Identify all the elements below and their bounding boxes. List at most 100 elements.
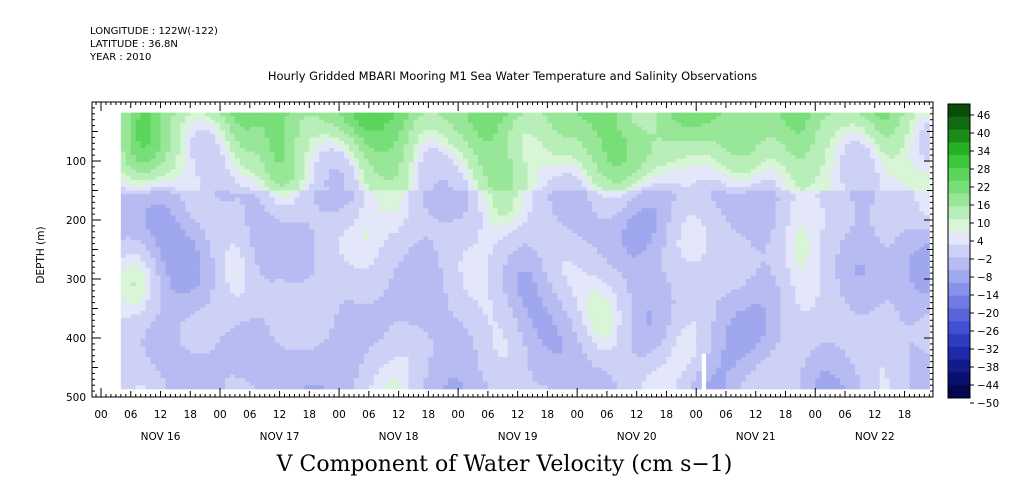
heatmap-cell	[334, 307, 340, 312]
heatmap-cell	[125, 296, 132, 301]
heatmap-cell	[205, 286, 211, 291]
heatmap-cell	[294, 247, 300, 252]
heatmap-cell	[299, 151, 305, 156]
heatmap-cell	[210, 296, 216, 301]
heatmap-cell	[195, 321, 201, 326]
heatmap-cell	[408, 155, 415, 160]
heatmap-cell	[289, 222, 296, 227]
heatmap-cell	[274, 151, 281, 156]
heatmap-cell	[239, 247, 246, 252]
heatmap-cell	[145, 317, 152, 323]
heatmap-cell	[304, 144, 310, 149]
heatmap-cell	[264, 169, 271, 174]
heatmap-cell	[190, 353, 196, 358]
heatmap-cell	[279, 240, 286, 245]
heatmap-cell	[234, 310, 241, 315]
heatmap-cell	[284, 293, 291, 298]
heatmap-cell	[383, 254, 390, 259]
heatmap-cell	[433, 112, 439, 117]
heatmap-cell	[319, 385, 325, 390]
heatmap-cell	[264, 126, 271, 131]
heatmap-cell	[210, 144, 216, 149]
heatmap-cell	[383, 158, 390, 163]
heatmap-cell	[383, 116, 390, 121]
heatmap-cell	[363, 257, 370, 262]
heatmap-cell	[185, 314, 191, 319]
heatmap-cell	[314, 225, 320, 231]
heatmap-cell	[185, 321, 191, 326]
heatmap-cell	[344, 204, 350, 209]
heatmap-cell	[324, 289, 330, 294]
heatmap-cell	[289, 261, 296, 266]
heatmap-cell	[344, 247, 350, 252]
heatmap-cell	[299, 264, 305, 269]
heatmap-cell	[393, 271, 400, 277]
heatmap-cell	[344, 186, 350, 192]
heatmap-cell	[334, 140, 340, 146]
heatmap-cell	[358, 215, 365, 220]
heatmap-cell	[413, 240, 420, 245]
heatmap-cell	[170, 236, 176, 241]
heatmap-cell	[388, 204, 395, 209]
heatmap-cell	[190, 247, 196, 252]
heatmap-cell	[220, 211, 226, 216]
heatmap-cell	[428, 133, 434, 138]
heatmap-cell	[135, 197, 142, 202]
heatmap-cell	[378, 300, 385, 305]
heatmap-cell	[433, 151, 439, 156]
heatmap-cell	[200, 151, 206, 156]
heatmap-cell	[249, 300, 256, 305]
heatmap-cell	[135, 116, 142, 121]
heatmap-cell	[428, 144, 434, 149]
heatmap-cell	[234, 385, 241, 390]
heatmap-cell	[220, 151, 226, 156]
heatmap-cell	[264, 328, 271, 333]
heatmap-cell	[363, 367, 370, 372]
heatmap-cell	[175, 222, 181, 227]
heatmap-cell	[334, 218, 340, 223]
heatmap-cell	[373, 371, 380, 376]
heatmap-cell	[413, 116, 420, 121]
heatmap-cell	[190, 197, 196, 202]
heatmap-cell	[334, 363, 340, 369]
heatmap-cell	[215, 208, 221, 213]
heatmap-cell	[259, 356, 266, 362]
heatmap-cell	[145, 381, 152, 386]
heatmap-cell	[319, 303, 325, 308]
heatmap-cell	[130, 201, 137, 206]
heatmap-cell	[299, 186, 305, 192]
heatmap-cell	[140, 275, 147, 280]
heatmap-cell	[140, 158, 147, 163]
heatmap-cell	[229, 140, 236, 146]
heatmap-cell	[190, 130, 196, 135]
heatmap-cell	[195, 162, 201, 167]
heatmap-cell	[234, 282, 241, 287]
heatmap-cell	[349, 300, 355, 305]
heatmap-cell	[314, 222, 320, 227]
heatmap-cell	[368, 119, 375, 124]
heatmap-cell	[408, 257, 415, 262]
heatmap-cell	[274, 360, 281, 365]
heatmap-cell	[264, 179, 271, 185]
heatmap-cell	[353, 218, 360, 223]
heatmap-cell	[150, 243, 157, 248]
heatmap-cell	[130, 140, 137, 146]
heatmap-cell	[344, 176, 350, 181]
heatmap-cell	[373, 293, 380, 298]
heatmap-cell	[388, 197, 395, 202]
heatmap-cell	[220, 307, 226, 312]
heatmap-cell	[403, 133, 410, 138]
heatmap-cell	[393, 353, 400, 358]
heatmap-cell	[309, 353, 315, 358]
heatmap-cell	[423, 257, 429, 262]
heatmap-cell	[279, 307, 286, 312]
heatmap-cell	[309, 172, 315, 177]
heatmap-cell	[383, 268, 390, 273]
heatmap-cell	[403, 275, 410, 280]
heatmap-cell	[180, 325, 186, 330]
heatmap-cell	[165, 371, 172, 376]
heatmap-cell	[353, 307, 360, 312]
heatmap-cell	[309, 148, 315, 153]
heatmap-cell	[130, 151, 137, 156]
heatmap-cell	[225, 240, 231, 245]
